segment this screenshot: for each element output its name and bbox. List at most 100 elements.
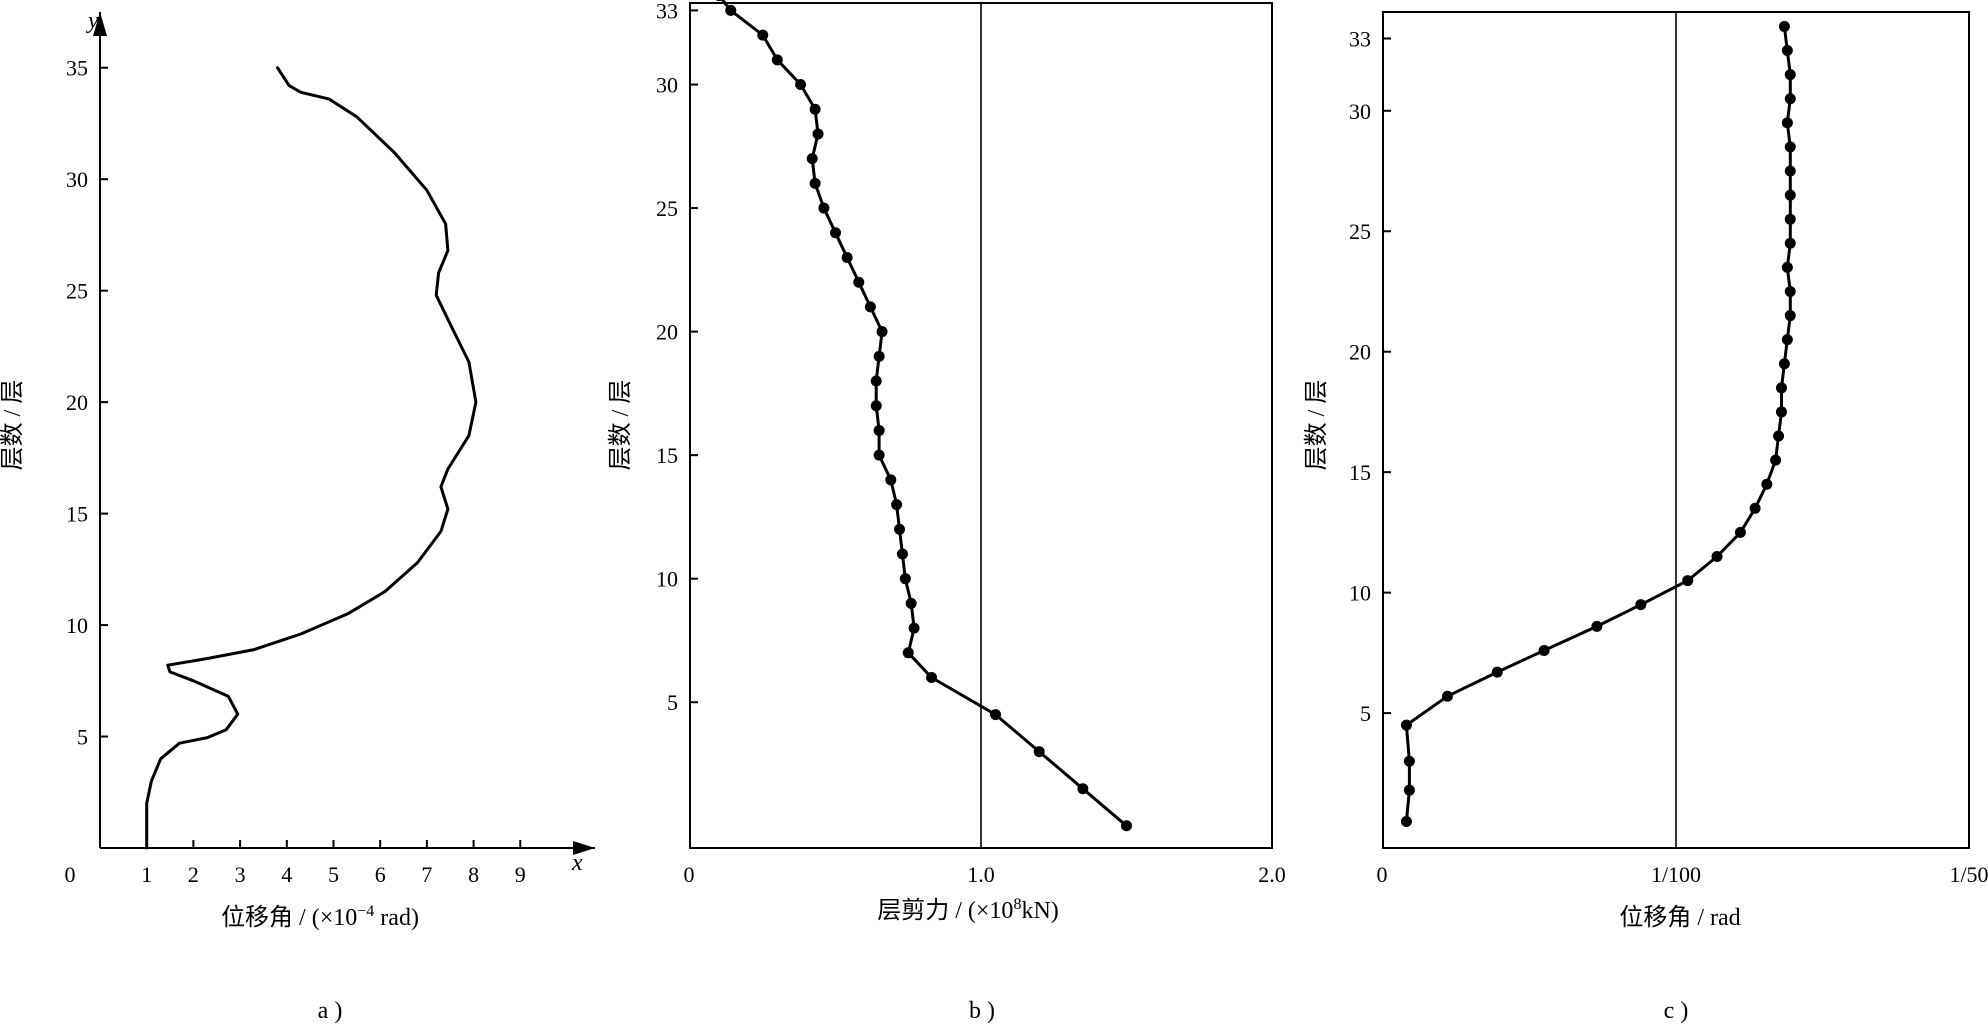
chart-a-y-tick-label: 10	[66, 613, 88, 638]
chart-b-data-point	[902, 647, 914, 659]
chart-a-x-label-main: 位移角 / (×10	[221, 904, 357, 931]
chart-b-data-point	[1121, 820, 1132, 832]
chart-a-x-tick-label: 2	[188, 862, 199, 887]
chart-c-data-point	[1778, 358, 1790, 370]
chart-a-x-label-sup: −4	[357, 903, 374, 920]
chart-c-y-tick-label: 15	[1349, 460, 1371, 485]
chart-b-caption: b )	[969, 998, 995, 1024]
chart-b-data-point	[896, 548, 908, 560]
chart-c-data-point	[1491, 666, 1503, 678]
chart-c-data-point	[1781, 334, 1793, 346]
chart-b-data-point	[908, 622, 920, 634]
chart-c-y-tick-label: 30	[1349, 99, 1371, 124]
chart-b-data-point	[891, 499, 903, 511]
chart-c-y-label: 层数 / 层	[1303, 380, 1330, 471]
chart-a: y x 0 1 2 3 4 5 6 7 8 9 5 10 15 20 25 30 35 层数 / 层 位移角 …	[0, 8, 595, 1024]
chart-b-x-label-sup: 8	[1013, 896, 1021, 913]
chart-b-data-point	[905, 597, 917, 609]
chart-a-x-tick-label: 4	[281, 862, 292, 887]
chart-c-data-point	[1784, 69, 1796, 81]
chart-c-data-point	[1591, 620, 1603, 632]
chart-c-series-line	[1404, 25, 1792, 823]
chart-b-data-point	[1077, 783, 1089, 795]
chart-b-y-tick-label: 30	[656, 73, 678, 98]
chart-b-data-point	[864, 301, 876, 313]
chart-b-data-point	[990, 709, 1002, 721]
chart-a-y-tick-label: 25	[66, 279, 88, 304]
chart-b-data-point	[876, 326, 888, 338]
chart-a-y-ticks: 5 10 15 20 25 30 35	[66, 56, 108, 750]
chart-b-y-tick-label: 25	[656, 196, 678, 221]
chart-c: 0 1/100 1/50 5 10 15 20 25 30 33 层数 / 层 位移角 / ra…	[1303, 11, 1988, 1024]
chart-c-data-point	[1749, 502, 1761, 514]
chart-c-x-tick-label: 1/50	[1949, 862, 1988, 887]
chart-a-y-label: 层数 / 层	[0, 380, 26, 471]
chart-c-y-tick-label: 25	[1349, 219, 1371, 244]
chart-c-data-point	[1784, 237, 1796, 249]
chart-b: 0 1.0 2.0 5 10 15 20 25 30 33 层数 / 层 层剪力 / (×108…	[607, 0, 1286, 1024]
chart-a-x-tick-label: 3	[235, 862, 246, 887]
chart-c-data-point	[1734, 526, 1746, 538]
chart-c-data-point	[1400, 815, 1412, 827]
chart-a-series-line	[145, 66, 478, 850]
chart-a-x-tick-label: 5	[328, 862, 339, 887]
chart-b-y-ticks: 5 10 15 20 25 30 33	[656, 0, 698, 715]
chart-c-markers	[1400, 20, 1796, 827]
chart-a-x-tick-label: 9	[515, 862, 526, 887]
chart-b-data-point	[873, 449, 885, 461]
chart-b-data-point	[806, 153, 818, 165]
chart-c-x-tick-label: 0	[1377, 862, 1388, 887]
chart-b-data-point	[818, 202, 830, 214]
chart-c-data-point	[1761, 478, 1773, 490]
chart-c-x-label: 位移角 / rad	[1619, 904, 1740, 931]
chart-a-x-tick-label: 1	[141, 862, 152, 887]
chart-b-data-point	[725, 4, 737, 16]
chart-c-data-point	[1770, 454, 1782, 466]
chart-b-data-point	[830, 227, 841, 239]
chart-a-x-axis-name: x	[571, 850, 583, 876]
chart-a-y-tick-label: 35	[66, 56, 88, 81]
chart-b-data-point	[894, 523, 906, 535]
chart-c-data-point	[1403, 784, 1415, 796]
chart-a-caption: a )	[318, 998, 343, 1024]
chart-b-data-point	[873, 350, 885, 362]
chart-c-data-point	[1784, 141, 1796, 153]
chart-b-x-tick-label: 1.0	[967, 862, 995, 887]
chart-a-x-tick-label: 8	[468, 862, 479, 887]
chart-c-x-tick-label: 1/100	[1651, 862, 1701, 887]
chart-c-data-point	[1775, 382, 1787, 394]
chart-b-x-tick-label: 2.0	[1258, 862, 1286, 887]
chart-c-data-point	[1784, 189, 1796, 201]
chart-b-data-point	[873, 424, 885, 436]
chart-c-data-point	[1781, 45, 1793, 57]
chart-b-data-point	[809, 177, 821, 189]
chart-a-y-axis-name: y	[86, 8, 99, 34]
chart-c-data-point	[1784, 285, 1796, 297]
chart-b-series-line	[720, 0, 1128, 828]
chart-c-y-tick-label: 33	[1349, 27, 1371, 52]
chart-c-data-point	[1711, 550, 1723, 562]
chart-c-data-point	[1403, 755, 1415, 767]
chart-b-markers	[715, 0, 1132, 832]
chart-c-y-ticks: 5 10 15 20 25 30 33	[1349, 27, 1391, 726]
chart-c-data-point	[1781, 261, 1793, 273]
chart-b-y-label: 层数 / 层	[607, 380, 634, 471]
chart-a-y-tick-label: 5	[77, 725, 88, 750]
chart-c-y-tick-label: 10	[1349, 581, 1371, 606]
chart-a-x-tick-label: 7	[421, 862, 432, 887]
chart-b-data-point	[771, 54, 783, 66]
chart-c-y-tick-label: 20	[1349, 340, 1371, 365]
chart-c-data-point	[1773, 430, 1785, 442]
chart-a-y-arrow-icon	[93, 12, 107, 36]
chart-a-x-tick-label: 6	[375, 862, 386, 887]
chart-b-x-label-suffix: kN)	[1021, 898, 1058, 924]
chart-a-x-label: 位移角 / (×10−4 rad)	[221, 903, 419, 931]
chart-b-data-point	[885, 474, 897, 486]
chart-b-x-label: 层剪力 / (×108kN)	[877, 896, 1059, 924]
chart-c-data-point	[1400, 719, 1412, 731]
chart-b-data-point	[795, 79, 807, 91]
chart-c-data-point	[1635, 599, 1647, 611]
chart-b-x-label-main: 层剪力 / (×10	[877, 897, 1013, 924]
chart-c-caption: c )	[1664, 998, 1689, 1024]
